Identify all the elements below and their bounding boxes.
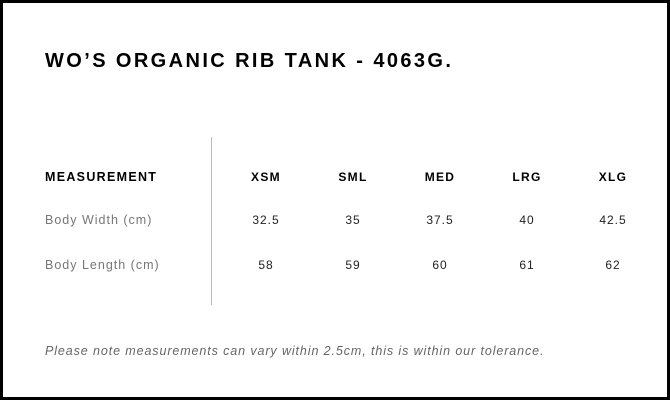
row-label: Body Width (cm) bbox=[45, 213, 153, 227]
table-cell: 58 bbox=[258, 258, 274, 272]
tolerance-note: Please note measurements can vary within… bbox=[45, 344, 545, 358]
table-cell: 61 bbox=[519, 258, 535, 272]
table-cell: 59 bbox=[345, 258, 361, 272]
row-label: Body Length (cm) bbox=[45, 258, 160, 272]
size-header-sml: SML bbox=[338, 170, 368, 184]
table-cell: 35 bbox=[345, 213, 361, 227]
table-cell: 40 bbox=[519, 213, 535, 227]
page-title: WO’S ORGANIC RIB TANK - 4063G. bbox=[45, 50, 454, 72]
column-divider bbox=[211, 137, 212, 305]
table-cell: 37.5 bbox=[426, 213, 454, 227]
table-cell: 62 bbox=[605, 258, 621, 272]
size-header-xlg: XLG bbox=[598, 170, 628, 184]
measurement-header: MEASUREMENT bbox=[45, 170, 158, 184]
size-header-lrg: LRG bbox=[512, 170, 542, 184]
size-header-med: MED bbox=[424, 170, 456, 184]
table-cell: 42.5 bbox=[599, 213, 627, 227]
table-cell: 60 bbox=[432, 258, 448, 272]
size-header-xsm: XSM bbox=[251, 170, 281, 184]
table-cell: 32.5 bbox=[252, 213, 280, 227]
